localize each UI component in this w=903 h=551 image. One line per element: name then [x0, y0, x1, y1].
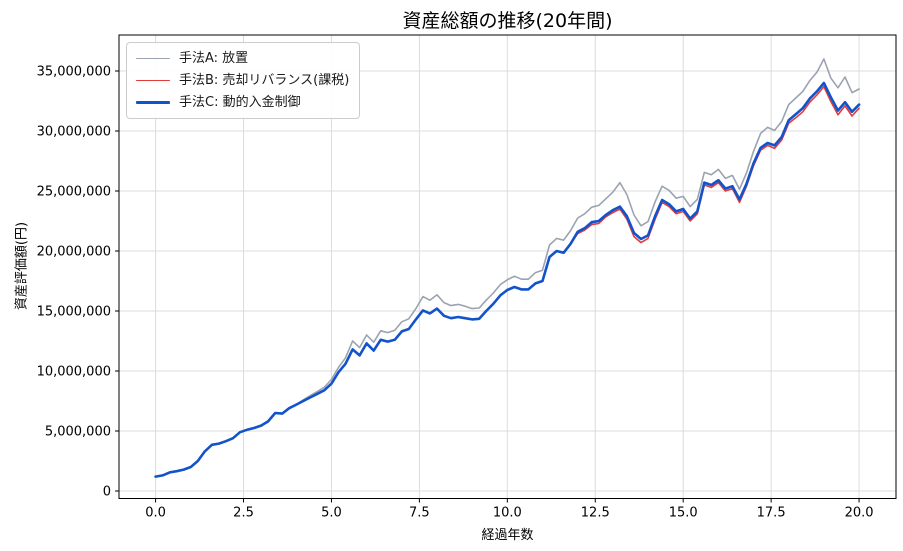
x-tick-label: 7.5 — [409, 506, 430, 521]
y-tick-label: 0 — [103, 485, 111, 500]
x-tick-label: 20.0 — [845, 506, 874, 521]
y-tick-label: 15,000,000 — [37, 305, 111, 320]
legend-label-2: 手法C: 動的入金制御 — [179, 95, 301, 110]
y-tick-label: 25,000,000 — [37, 185, 111, 200]
y-tick-label: 20,000,000 — [37, 245, 111, 260]
x-axis-label: 経過年数 — [481, 528, 534, 543]
series-line-2 — [154, 81, 861, 478]
legend-item-2: 手法C: 動的入金制御 — [136, 94, 349, 111]
y-tick-label: 35,000,000 — [37, 65, 111, 80]
x-tick-label: 12.5 — [581, 506, 610, 521]
x-tick-label: 0.0 — [145, 506, 166, 521]
x-tick-label: 15.0 — [669, 506, 698, 521]
y-tick-label: 5,000,000 — [45, 425, 111, 440]
y-tick-label: 10,000,000 — [37, 365, 111, 380]
chart-title: 資産総額の推移(20年間) — [402, 10, 613, 32]
x-tick-label: 5.0 — [321, 506, 342, 521]
y-axis-label: 資産評価額(円) — [14, 221, 30, 311]
legend-line-sample-1 — [136, 79, 170, 82]
legend-item-0: 手法A: 放置 — [136, 50, 349, 67]
x-tick-label: 17.5 — [757, 506, 786, 521]
legend-item-1: 手法B: 売却リバランス(課税) — [136, 72, 349, 89]
x-tick-label: 10.0 — [493, 506, 522, 521]
x-tick-label: 2.5 — [233, 506, 254, 521]
legend-line-sample-2 — [136, 101, 170, 104]
legend-label-0: 手法A: 放置 — [179, 51, 249, 66]
y-tick-label: 30,000,000 — [37, 125, 111, 140]
legend-line-sample-0 — [136, 57, 170, 60]
legend-label-1: 手法B: 売却リバランス(課税) — [179, 73, 350, 88]
legend: 手法A: 放置手法B: 売却リバランス(課税) 手法C: 動的入金制御 — [126, 42, 361, 119]
